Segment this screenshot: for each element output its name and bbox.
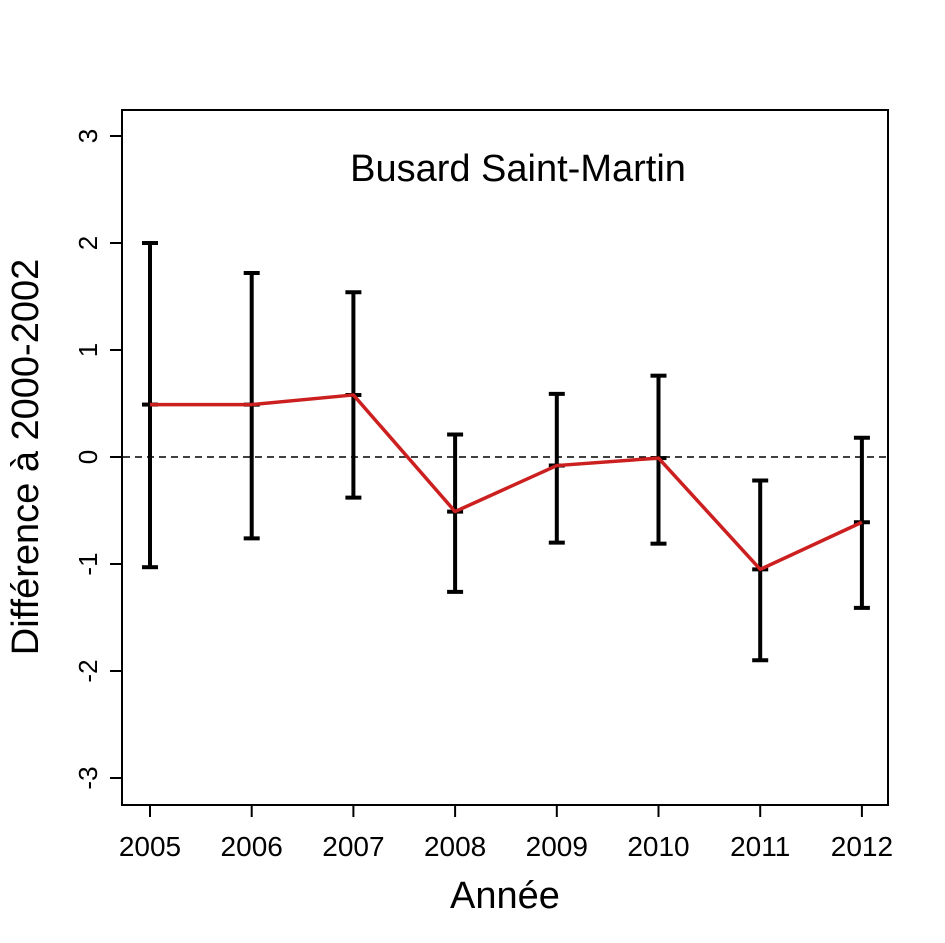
x-axis-title: Année xyxy=(450,875,560,917)
x-tick-label: 2011 xyxy=(730,831,790,862)
y-tick-label: 1 xyxy=(73,343,103,357)
chart-title: Busard Saint-Martin xyxy=(350,148,686,190)
y-axis-title: Différence à 2000-2002 xyxy=(5,259,47,655)
y-tick-label: -2 xyxy=(73,659,103,682)
y-tick-label: 3 xyxy=(73,129,103,143)
y-tick-label: -1 xyxy=(73,552,103,575)
x-tick-label: 2009 xyxy=(526,831,588,862)
x-tick-label: 2007 xyxy=(322,831,384,862)
x-tick-label: 2010 xyxy=(627,831,689,862)
x-axis: 2005 2006 2007 2008 2009 2010 2011 2012 xyxy=(119,805,893,862)
y-tick-label: 2 xyxy=(73,236,103,250)
x-tick-label: 2006 xyxy=(221,831,283,862)
y-axis: -3 -2 -1 0 1 2 3 xyxy=(73,129,122,790)
x-tick-label: 2012 xyxy=(831,831,893,862)
y-tick-label: 0 xyxy=(73,450,103,464)
series-line xyxy=(150,393,863,572)
y-tick-label: -3 xyxy=(73,766,103,789)
x-tick-label: 2005 xyxy=(119,831,181,862)
error-bars xyxy=(142,241,870,663)
x-tick-label: 2008 xyxy=(424,831,486,862)
